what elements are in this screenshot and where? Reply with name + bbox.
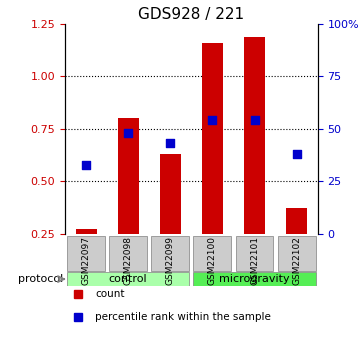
- Bar: [118, 118, 139, 286]
- Bar: [160, 154, 181, 286]
- Text: GSM22102: GSM22102: [292, 236, 301, 285]
- FancyBboxPatch shape: [67, 236, 105, 272]
- FancyBboxPatch shape: [278, 236, 316, 272]
- Title: GDS928 / 221: GDS928 / 221: [138, 7, 244, 22]
- Text: GSM22101: GSM22101: [250, 236, 259, 285]
- Point: [168, 141, 173, 146]
- FancyBboxPatch shape: [151, 236, 189, 272]
- Text: protocol: protocol: [18, 274, 63, 284]
- Text: GSM22100: GSM22100: [208, 236, 217, 285]
- Point: [252, 118, 257, 123]
- Text: count: count: [95, 289, 125, 299]
- Text: GSM22097: GSM22097: [82, 236, 91, 285]
- FancyBboxPatch shape: [193, 236, 231, 272]
- Text: GSM22098: GSM22098: [124, 236, 132, 285]
- Point: [83, 163, 89, 168]
- Point: [209, 118, 215, 123]
- FancyBboxPatch shape: [193, 272, 316, 286]
- FancyBboxPatch shape: [109, 236, 147, 272]
- FancyBboxPatch shape: [67, 272, 189, 286]
- Bar: [286, 208, 307, 286]
- Point: [125, 130, 131, 136]
- Bar: [75, 229, 96, 286]
- FancyBboxPatch shape: [235, 236, 274, 272]
- Text: control: control: [109, 274, 147, 284]
- Text: GSM22099: GSM22099: [166, 236, 175, 285]
- Text: microgravity: microgravity: [219, 274, 290, 284]
- Bar: [244, 37, 265, 286]
- Bar: [202, 43, 223, 286]
- Text: percentile rank within the sample: percentile rank within the sample: [95, 312, 271, 322]
- Point: [294, 151, 300, 157]
